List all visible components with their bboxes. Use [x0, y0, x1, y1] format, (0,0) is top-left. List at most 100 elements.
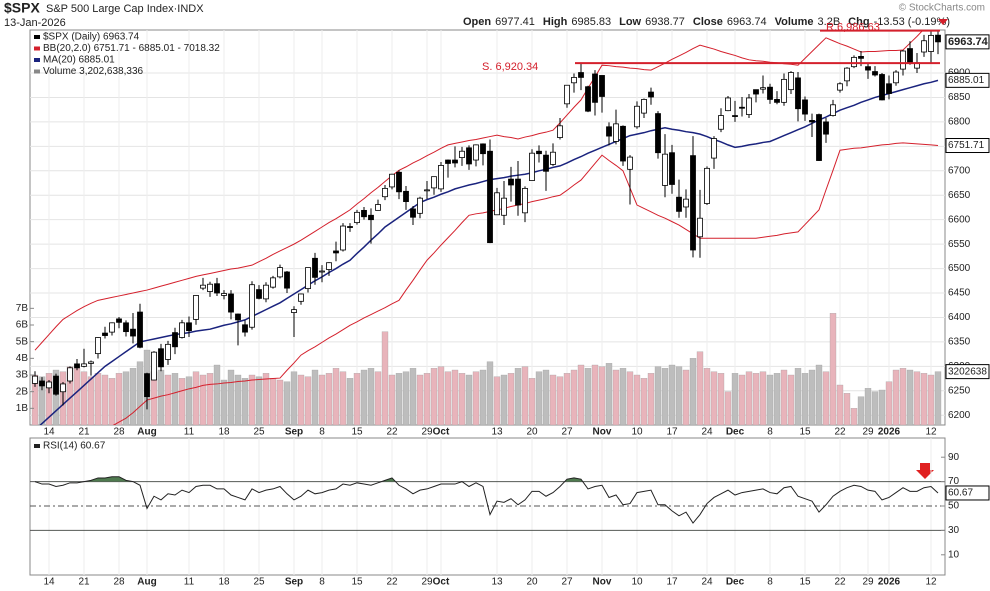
- candle-body: [263, 284, 269, 300]
- legend-marker: [34, 69, 40, 74]
- volume-bar: [94, 373, 102, 425]
- volume-bar: [297, 374, 305, 425]
- candle-body: [389, 173, 395, 188]
- volume-bar: [458, 373, 466, 425]
- candle-body: [529, 152, 535, 181]
- volume-bar: [577, 364, 585, 425]
- candle-body: [179, 322, 185, 338]
- quote-line: Open 6977.41 High 6985.83 Low 6938.77 Close 696…: [463, 16, 950, 28]
- volume-bar: [906, 369, 914, 425]
- y2-tick-label: 1B: [16, 403, 29, 414]
- volume-bar: [45, 373, 53, 425]
- volume-bar: [80, 371, 88, 425]
- candle-body: [333, 250, 339, 254]
- volume-bar: [73, 368, 81, 425]
- volume-bar: [717, 373, 725, 425]
- candle-body: [830, 104, 836, 116]
- bb-lower-last-box: [945, 138, 990, 154]
- candle-body: [858, 55, 864, 59]
- x-tick-label: 8: [319, 427, 325, 438]
- x-tick-label: 17: [666, 427, 678, 438]
- candle-body: [270, 277, 276, 288]
- x-tick-label: 18: [218, 427, 230, 438]
- volume-bar: [304, 376, 312, 425]
- volume-bar: [325, 373, 333, 425]
- candle-body: [711, 138, 717, 159]
- candle-body: [900, 50, 906, 70]
- volume-bar: [633, 374, 641, 425]
- candle-body: [214, 283, 220, 294]
- volume-bar: [339, 371, 347, 425]
- candle-body: [193, 295, 199, 320]
- legend-label: Volume 3,202,638,336: [43, 66, 144, 77]
- volume-bar: [892, 369, 900, 425]
- x-tick-label: Nov: [593, 427, 612, 438]
- volume-bar: [381, 331, 389, 425]
- candle-body: [109, 322, 115, 333]
- volume-bar: [934, 371, 942, 425]
- volume-bar: [927, 374, 935, 425]
- candle-body: [60, 383, 66, 393]
- volume-bar: [675, 366, 683, 425]
- volume-bar: [220, 379, 228, 425]
- volume-bar: [640, 378, 648, 425]
- y-tick-label: 6200: [948, 410, 971, 421]
- legend-marker: [34, 35, 40, 39]
- quote-label: Close: [693, 16, 723, 28]
- y-tick-label: 6450: [948, 288, 971, 299]
- y-tick-label: 90: [948, 452, 960, 463]
- volume-bar: [346, 378, 354, 425]
- volume-bar: [528, 378, 536, 425]
- y-tick-label: 6650: [948, 190, 971, 201]
- x-tick-label: Sep: [285, 577, 303, 588]
- x-tick-label: 27: [561, 427, 573, 438]
- volume-bar: [248, 374, 256, 425]
- x-tick-label: 20: [526, 577, 538, 588]
- candle-body: [487, 150, 493, 244]
- volume-bar: [353, 373, 361, 425]
- candle-body: [410, 208, 416, 218]
- x-tick-label: 14: [43, 427, 55, 438]
- price-plot: [30, 30, 945, 425]
- quote-value: 6963.74: [727, 16, 767, 28]
- candle-body: [207, 283, 213, 292]
- bb-lower-last: 6751.71: [948, 140, 985, 151]
- x-tick-label: 27: [561, 577, 573, 588]
- y-tick-label: 6250: [948, 385, 971, 396]
- y-tick-label: 6850: [948, 92, 971, 103]
- volume-bar: [689, 358, 697, 425]
- candle-body: [81, 363, 87, 367]
- x-tick-label: 8: [767, 427, 773, 438]
- legend-marker: [34, 46, 40, 51]
- volume-bar: [780, 369, 788, 425]
- candle-body: [312, 257, 318, 278]
- volume-bar: [794, 368, 802, 425]
- candle-body: [354, 211, 360, 224]
- volume-bar: [269, 378, 277, 425]
- quote-label: Open: [463, 16, 491, 28]
- candle-body: [690, 155, 696, 251]
- volume-bar: [514, 368, 522, 425]
- candle-body: [221, 293, 227, 296]
- volume-bar: [430, 368, 438, 425]
- x-tick-label: 21: [78, 427, 90, 438]
- candle-body: [760, 87, 766, 90]
- candle-body: [172, 332, 178, 348]
- quote-label: Volume: [775, 16, 814, 28]
- volume-bar: [157, 369, 165, 425]
- candle-body: [662, 153, 668, 186]
- rsi-last: 60.67: [948, 488, 973, 499]
- volume-bar: [766, 374, 774, 425]
- candle-body: [501, 197, 507, 216]
- candle-body: [571, 77, 577, 84]
- x-tick-label: Dec: [726, 577, 745, 588]
- volume-bar: [871, 391, 879, 425]
- volume-bar: [801, 373, 809, 425]
- y-tick-label: 6800: [948, 117, 971, 128]
- volume-bar: [878, 389, 886, 425]
- legend-label: RSI(14) 60.67: [43, 441, 106, 452]
- chart-title: $SPX: [4, 0, 40, 16]
- x-tick-label: 28: [113, 577, 125, 588]
- candle-body: [200, 284, 206, 289]
- candle-body: [417, 197, 423, 214]
